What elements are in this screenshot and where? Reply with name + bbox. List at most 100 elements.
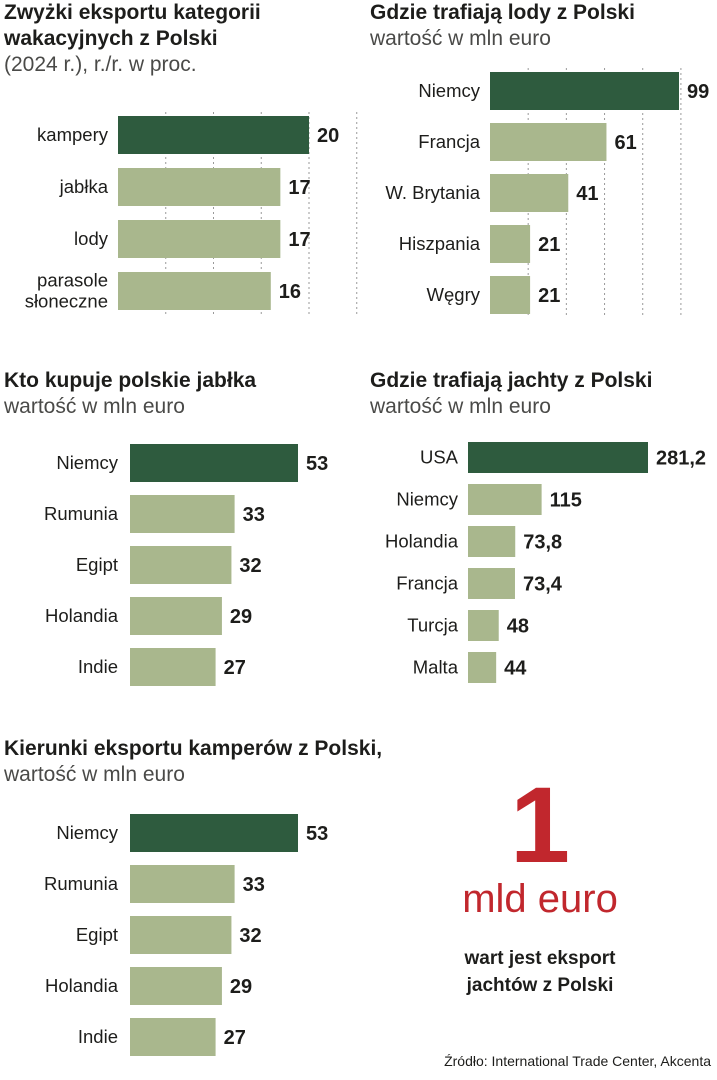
- category-label: Francja: [418, 131, 480, 152]
- bar: [490, 123, 607, 161]
- value-label: 21: [538, 234, 560, 256]
- value-label: 27: [224, 657, 246, 679]
- category-label: Rumunia: [44, 503, 119, 524]
- chart-subtitle: (2024 r.), r./r. w proc.: [4, 53, 197, 76]
- bar: [468, 652, 497, 683]
- value-label: 281,2: [656, 448, 706, 470]
- bar: [130, 916, 232, 954]
- category-label: lody: [74, 228, 109, 249]
- bar: [490, 174, 569, 212]
- value-label: 20: [317, 125, 339, 147]
- chart-title: Gdzie trafiają jachty z Polski wartość w …: [370, 369, 653, 418]
- category-label: Węgry: [427, 284, 481, 305]
- chart-subtitle: wartość w mln euro: [4, 395, 185, 418]
- callout-number: 1: [509, 764, 571, 885]
- value-label: 16: [279, 281, 301, 303]
- value-label: 33: [243, 874, 265, 896]
- value-label: 48: [507, 616, 529, 638]
- chart-plot: kampery 20 jabłka 17 lody 17 parasole słoneczne…: [25, 112, 358, 314]
- value-label: 32: [239, 555, 261, 577]
- bar: [130, 648, 216, 686]
- value-label: 21: [538, 285, 560, 307]
- value-label: 41: [576, 183, 598, 205]
- category-label: Niemcy: [396, 489, 458, 510]
- bar: [130, 546, 232, 584]
- category-label: Hiszpania: [399, 233, 481, 254]
- value-label: 99: [687, 81, 709, 103]
- category-label: USA: [420, 447, 459, 468]
- bar: [118, 272, 271, 310]
- bar: [468, 484, 542, 515]
- chart-plot: Niemcy 99 Francja 61 W. Brytania 41 Hiszpania 2…: [385, 68, 709, 318]
- value-label: 17: [288, 177, 310, 199]
- value-label: 53: [306, 823, 328, 845]
- category-label: Indie: [78, 656, 118, 677]
- callout-text: wart jest eksport jachtów z Polski: [464, 948, 616, 996]
- bar: [130, 444, 298, 482]
- chart-subtitle: wartość w mln euro: [4, 763, 185, 786]
- value-label: 17: [288, 229, 310, 251]
- bar: [118, 168, 281, 206]
- value-label: 73,8: [523, 532, 562, 554]
- chart-yacht-exports: Gdzie trafiają jachty z Polski wartość w …: [370, 368, 715, 698]
- chart-subtitle: wartość w mln euro: [370, 27, 551, 50]
- yacht-export-callout: 1 mld euro wart jest eksport jachtów z P…: [440, 764, 640, 999]
- value-label: 53: [306, 453, 328, 475]
- category-label: kampery: [37, 124, 109, 145]
- category-label: Holandia: [385, 531, 459, 552]
- bar: [130, 1018, 216, 1056]
- callout-unit: mld euro: [462, 877, 618, 921]
- category-label: Egipt: [76, 924, 118, 945]
- value-label: 44: [504, 658, 527, 680]
- chart-plot: Niemcy 53 Rumunia 33 Egipt 32 Holandia 29 Indie 2…: [44, 814, 328, 1056]
- chart-plot: USA 281,2 Niemcy 115 Holandia 73,8 Francja 73,4…: [385, 442, 706, 683]
- category-label: Holandia: [45, 975, 119, 996]
- category-label: Rumunia: [44, 873, 119, 894]
- bar: [490, 72, 679, 110]
- bar: [130, 967, 222, 1005]
- chart-title: Kierunki eksportu kamperów z Polski, war…: [4, 737, 383, 786]
- bar: [130, 865, 235, 903]
- source-note: Źródło: International Trade Center, Akce…: [444, 1053, 711, 1069]
- chart-camper-exports: Kierunki eksportu kamperów z Polski, war…: [4, 736, 424, 1066]
- bar: [468, 568, 515, 599]
- bar: [468, 610, 499, 641]
- value-label: 115: [550, 490, 582, 512]
- chart-apple-buyers: Kto kupuje polskie jabłka wartość w mln e…: [4, 368, 354, 698]
- bar: [118, 220, 281, 258]
- bar: [130, 814, 298, 852]
- category-label: Niemcy: [418, 80, 480, 101]
- category-label: Niemcy: [56, 452, 118, 473]
- value-label: 29: [230, 976, 252, 998]
- category-label: Malta: [413, 657, 459, 678]
- value-label: 32: [239, 925, 261, 947]
- bar: [130, 597, 222, 635]
- chart-ice-cream-exports: Gdzie trafiają lody z Polski wartość w ml…: [370, 0, 715, 330]
- chart-title: Zwyżki eksportu kategorii wakacyjnych z …: [4, 1, 261, 76]
- category-label: Egipt: [76, 554, 118, 575]
- category-label: W. Brytania: [385, 182, 480, 203]
- bar: [468, 526, 516, 557]
- value-label: 33: [243, 504, 265, 526]
- chart-subtitle: wartość w mln euro: [370, 395, 551, 418]
- bar: [468, 442, 648, 473]
- chart-plot: Niemcy 53 Rumunia 33 Egipt 32 Holandia 29 Indie 2…: [44, 444, 328, 686]
- category-label: jabłka: [59, 176, 109, 197]
- chart-holiday-exports: Zwyżki eksportu kategorii wakacyjnych z …: [4, 0, 358, 330]
- chart-title: Gdzie trafiają lody z Polski wartość w ml…: [370, 1, 635, 50]
- bar: [118, 116, 309, 154]
- category-label: Turcja: [407, 615, 458, 636]
- bar: [490, 276, 531, 314]
- bar: [130, 495, 235, 533]
- category-label: parasole słoneczne: [25, 270, 108, 312]
- category-label: Francja: [396, 573, 458, 594]
- category-label: Holandia: [45, 605, 119, 626]
- value-label: 61: [614, 132, 636, 154]
- bar: [490, 225, 531, 263]
- category-label: Indie: [78, 1026, 118, 1047]
- category-label: Niemcy: [56, 822, 118, 843]
- value-label: 73,4: [523, 574, 563, 596]
- value-label: 27: [224, 1027, 246, 1049]
- value-label: 29: [230, 606, 252, 628]
- chart-title: Kto kupuje polskie jabłka wartość w mln e…: [4, 369, 257, 418]
